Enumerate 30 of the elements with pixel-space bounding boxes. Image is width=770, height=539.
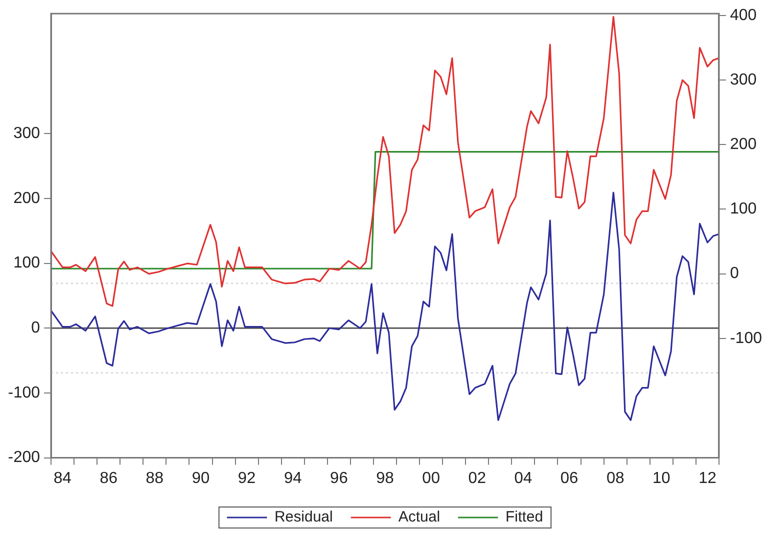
x-tick-label: 12 bbox=[698, 470, 716, 487]
x-tick-label: 86 bbox=[100, 470, 118, 487]
legend-label: Residual bbox=[274, 508, 333, 526]
x-tick-label: 98 bbox=[376, 470, 394, 487]
legend-label: Fitted bbox=[506, 508, 544, 526]
y-tick-label: 300 bbox=[13, 124, 40, 142]
x-tick-label: 00 bbox=[422, 470, 440, 487]
y2-tick-label: 100 bbox=[730, 200, 757, 218]
x-tick-label: 90 bbox=[192, 470, 210, 487]
y-tick-label: -200 bbox=[8, 449, 40, 466]
x-tick-label: 02 bbox=[468, 470, 486, 487]
legend-label: Actual bbox=[398, 508, 440, 526]
y-tick-label: -100 bbox=[8, 384, 40, 402]
x-tick-label: 08 bbox=[606, 470, 624, 487]
y-tick-label: 200 bbox=[13, 190, 40, 207]
x-tick-label: 06 bbox=[560, 470, 578, 487]
y-tick-label: 0 bbox=[31, 320, 40, 337]
x-tick-label: 88 bbox=[146, 470, 164, 487]
y2-tick-label: 400 bbox=[730, 6, 757, 24]
x-tick-label: 04 bbox=[514, 470, 532, 487]
x-tick-label: 92 bbox=[238, 470, 256, 487]
x-tick-label: 96 bbox=[330, 470, 348, 487]
x-tick-label: 10 bbox=[652, 470, 670, 487]
y2-tick-label: -100 bbox=[730, 330, 762, 347]
y2-tick-label: 300 bbox=[730, 72, 757, 89]
x-tick-label: 94 bbox=[284, 470, 302, 487]
y2-tick-label: 0 bbox=[730, 265, 739, 282]
y2-tick-label: 200 bbox=[730, 136, 757, 154]
y-tick-label: 100 bbox=[13, 254, 40, 272]
x-tick-label: 84 bbox=[54, 470, 72, 487]
